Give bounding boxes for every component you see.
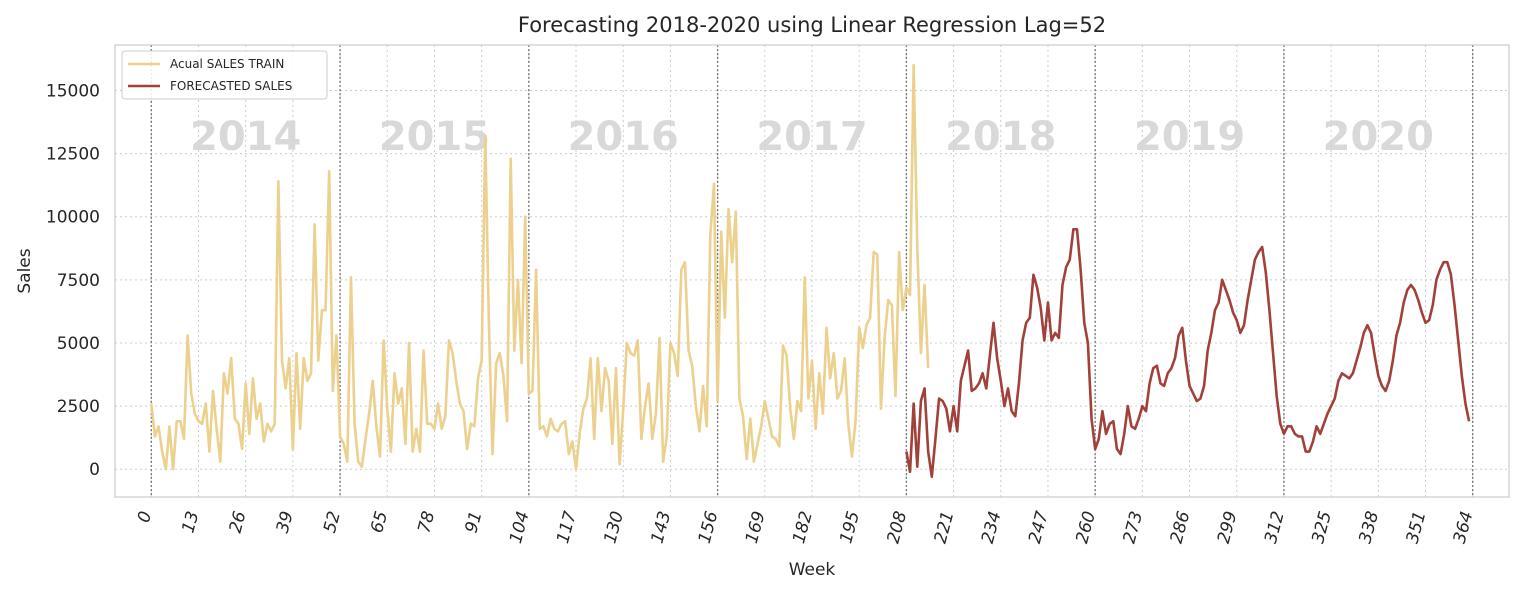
x-tick-label: 273 [1119, 509, 1147, 546]
series-line-forecast [905, 228, 1471, 479]
series-line-actual [150, 63, 930, 471]
year-label: 2020 [1323, 114, 1434, 160]
y-axis-label: Sales [15, 248, 35, 293]
grid [115, 45, 1509, 497]
x-tick-label: 312 [1261, 509, 1289, 546]
y-tick-label: 15000 [46, 81, 100, 101]
chart-title: Forecasting 2018-2020 using Linear Regre… [518, 13, 1106, 37]
x-tick-label: 169 [742, 509, 770, 546]
x-tick-label: 325 [1308, 509, 1336, 546]
y-tick-label: 7500 [57, 271, 100, 291]
x-tick-label: 364 [1450, 509, 1478, 546]
x-tick-label: 247 [1025, 509, 1053, 546]
x-tick-label: 234 [978, 509, 1006, 546]
x-tick-label: 351 [1403, 509, 1431, 546]
y-tick-labels: 0 2500 5000 7500 10000 12500 15000 [46, 81, 100, 480]
x-tick-label: 221 [931, 509, 959, 546]
x-tick-label: 130 [600, 509, 628, 546]
x-tick-label: 39 [273, 509, 298, 535]
x-axis-label: Week [789, 560, 836, 580]
year-label: 2014 [190, 114, 301, 160]
x-tick-labels: 0 13 26 39 52 65 78 91 104 117 130 143 156 169 182 195 2… [134, 509, 1478, 546]
x-tick-label: 52 [320, 509, 345, 535]
year-label: 2018 [945, 114, 1056, 160]
y-tick-label: 10000 [46, 208, 100, 228]
x-tick-label: 260 [1072, 509, 1100, 546]
x-tick-label: 117 [553, 509, 581, 546]
x-tick-label: 286 [1167, 509, 1195, 546]
legend-box [121, 50, 328, 100]
x-tick-label: 78 [414, 509, 439, 535]
year-label: 2019 [1134, 114, 1245, 160]
x-tick-label: 195 [836, 509, 864, 546]
x-tick-label: 13 [178, 509, 203, 535]
x-tick-label: 208 [883, 509, 911, 546]
x-tick-label: 26 [226, 509, 251, 535]
x-tick-label: 91 [462, 509, 487, 535]
year-labels: 2014 2015 2016 2017 2018 2019 2020 [190, 114, 1434, 160]
y-tick-label: 0 [89, 460, 100, 480]
x-tick-label: 143 [648, 509, 676, 546]
y-tick-label: 5000 [57, 334, 100, 354]
year-label: 2015 [379, 114, 490, 160]
x-tick-label: 338 [1355, 509, 1383, 546]
x-tick-label: 0 [134, 509, 156, 525]
legend-label-actual: Acual SALES TRAIN [170, 57, 284, 71]
year-label: 2016 [568, 114, 679, 160]
x-tick-label: 156 [695, 509, 723, 546]
x-tick-label: 65 [367, 509, 392, 535]
y-tick-label: 2500 [57, 397, 100, 417]
x-tick-label: 104 [506, 509, 534, 546]
year-label: 2017 [756, 114, 867, 160]
x-tick-label: 182 [789, 509, 817, 546]
legend: Acual SALES TRAIN FORECASTED SALES [121, 50, 328, 100]
legend-label-forecast: FORECASTED SALES [170, 79, 292, 93]
x-tick-label: 299 [1214, 509, 1242, 546]
plot-frame [114, 44, 1510, 498]
y-tick-label: 12500 [46, 145, 100, 165]
series-lines [150, 63, 1471, 479]
